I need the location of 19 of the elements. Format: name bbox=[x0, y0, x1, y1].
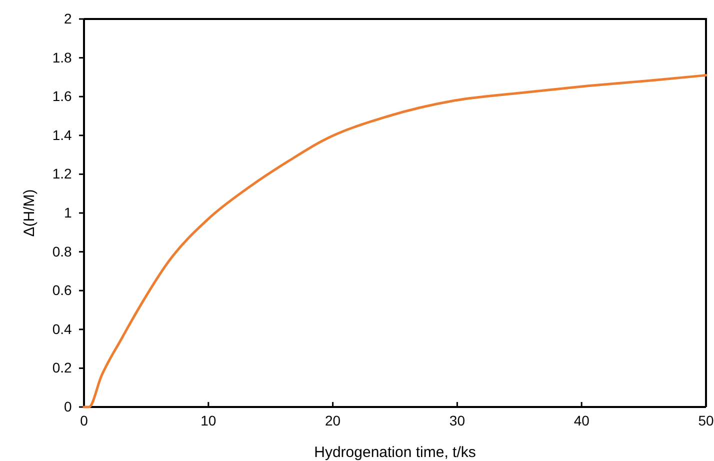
y-tick-label: 0.6 bbox=[52, 282, 72, 298]
y-tick-label: 1.6 bbox=[52, 88, 72, 104]
x-tick-label: 40 bbox=[574, 412, 590, 428]
y-tick-label: 1 bbox=[64, 204, 72, 220]
y-tick-label: 1.4 bbox=[52, 126, 72, 143]
y-tick-label: 0 bbox=[64, 398, 72, 414]
y-tick-label: 1.8 bbox=[52, 49, 72, 66]
y-tick-label: 0.4 bbox=[52, 320, 72, 337]
y-tick-label: 2 bbox=[64, 10, 72, 26]
x-axis-title: Hydrogenation time, t/ks bbox=[314, 444, 476, 461]
x-tick-label: 20 bbox=[325, 412, 341, 428]
x-tick-label: 0 bbox=[80, 412, 88, 428]
y-axis-title: Δ(H/M) bbox=[21, 189, 38, 237]
x-tick-label: 30 bbox=[449, 412, 466, 428]
y-tick-label: 1.2 bbox=[52, 166, 72, 182]
x-tick-label: 50 bbox=[698, 412, 714, 428]
x-tick-label: 10 bbox=[200, 412, 216, 428]
y-tick-label: 0.2 bbox=[52, 360, 72, 376]
y-tick-label: 0.8 bbox=[52, 243, 72, 260]
